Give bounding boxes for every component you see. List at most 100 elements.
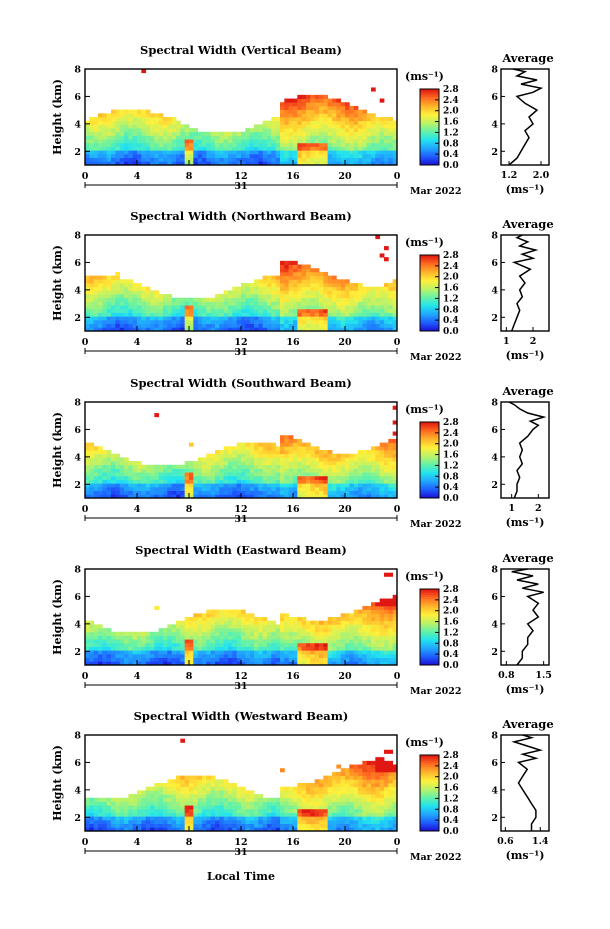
heatmap-cell (293, 797, 298, 802)
heatmap-cell (85, 131, 90, 136)
heatmap-cell (267, 494, 272, 499)
heatmap-cell (353, 157, 359, 162)
heatmap-cell (145, 479, 151, 484)
heatmap-cell (384, 312, 389, 317)
heatmap-cell (249, 153, 255, 159)
heatmap-cell (288, 624, 294, 629)
heatmap-cell (384, 602, 389, 607)
heatmap-cell (349, 146, 355, 151)
heatmap-cell (336, 779, 342, 784)
heatmap-cell (210, 642, 216, 647)
heatmap-cell (314, 327, 320, 332)
heatmap-cell (193, 131, 199, 136)
heatmap-cell (202, 316, 207, 321)
heatmap-cell (219, 150, 225, 155)
heatmap-cell (210, 779, 216, 784)
heatmap-cell (228, 624, 233, 629)
heatmap-cell (102, 653, 108, 659)
heatmap-cell (366, 128, 372, 133)
heatmap-cell (353, 139, 359, 144)
heatmap-cell (132, 805, 138, 810)
heatmap-cell (98, 275, 103, 280)
heatmap-cell (171, 131, 177, 136)
heatmap-cell (358, 617, 363, 622)
heatmap-cell (280, 157, 285, 162)
heatmap-cell (379, 661, 385, 666)
heatmap-cell (310, 161, 316, 166)
heatmap-cell (167, 316, 173, 321)
heatmap-cell (345, 771, 350, 777)
heatmap-cell (388, 609, 394, 614)
x-tick-label: 20 (338, 504, 352, 515)
heatmap-cell (349, 124, 355, 129)
heatmap-cell (163, 661, 168, 666)
heatmap-cell (236, 631, 242, 636)
heatmap-cell (241, 613, 246, 618)
colorbar-tick-label: 2.8 (443, 85, 459, 95)
heatmap-cell (280, 297, 285, 302)
heatmap-cell (249, 142, 255, 147)
heatmap-cell (167, 486, 173, 492)
heatmap-cell (323, 109, 329, 114)
heatmap-cell (171, 661, 177, 666)
heatmap-cell (362, 305, 368, 310)
heatmap-cell (167, 628, 173, 633)
heatmap-cell (327, 109, 333, 114)
heatmap-cell (89, 316, 95, 321)
heatmap-cell (384, 472, 389, 477)
heatmap-cell (85, 475, 90, 480)
heatmap-cell (241, 283, 246, 288)
heatmap-cell (306, 642, 311, 647)
heatmap-cell (336, 483, 342, 488)
y-tick-label: 2 (74, 647, 81, 658)
heatmap-cell (310, 628, 316, 633)
heatmap-cell (371, 642, 376, 647)
heatmap-cell (249, 290, 255, 295)
heatmap-cell (293, 653, 298, 659)
heatmap-cell (223, 308, 229, 313)
heatmap-cell (102, 657, 108, 662)
heatmap-cell (267, 797, 272, 802)
heatmap-cell (176, 142, 181, 147)
heatmap-cell (202, 464, 207, 469)
heatmap-cell (310, 464, 316, 469)
heatmap-cell (297, 323, 303, 328)
heatmap-cell (358, 468, 363, 473)
heatmap-cell (115, 650, 121, 655)
colorbar-swatch (420, 611, 439, 615)
heatmap-cell (176, 801, 181, 806)
heatmap-cell (280, 260, 285, 265)
heatmap-cell (297, 142, 303, 147)
heatmap-cell (119, 657, 125, 662)
heatmap-cell (384, 450, 389, 455)
heatmap-cell (327, 628, 333, 633)
heatmap-cell (275, 153, 281, 159)
heatmap-cell (297, 135, 303, 140)
colorbar-swatch (420, 264, 439, 267)
heatmap-cell (327, 105, 333, 111)
heatmap-cell (336, 157, 342, 162)
heatmap-cell (180, 142, 186, 147)
colorbar-swatch (420, 592, 439, 596)
heatmap-cell (379, 157, 385, 162)
average-y-tick-label: 2 (491, 147, 498, 158)
heatmap-cell (284, 301, 290, 306)
y-axis-label: Height (km) (51, 245, 64, 321)
heatmap-cell (137, 327, 142, 332)
heatmap-cell (154, 323, 160, 328)
heatmap-cell (232, 609, 238, 614)
heatmap-cell (102, 468, 108, 473)
heatmap-cell (323, 823, 329, 828)
heatmap-cell (262, 808, 268, 813)
heatmap-cell (388, 142, 394, 147)
heatmap-cell (180, 639, 186, 644)
heatmap-cell (314, 308, 320, 313)
heatmap-cell (340, 283, 346, 288)
heatmap-cell (388, 301, 394, 306)
heatmap-cell (319, 650, 324, 655)
heatmap-cell (280, 468, 285, 473)
heatmap-cell (353, 319, 359, 325)
heatmap-cell (384, 609, 389, 614)
heatmap-cell (184, 797, 190, 802)
heatmap-cell (314, 146, 320, 151)
